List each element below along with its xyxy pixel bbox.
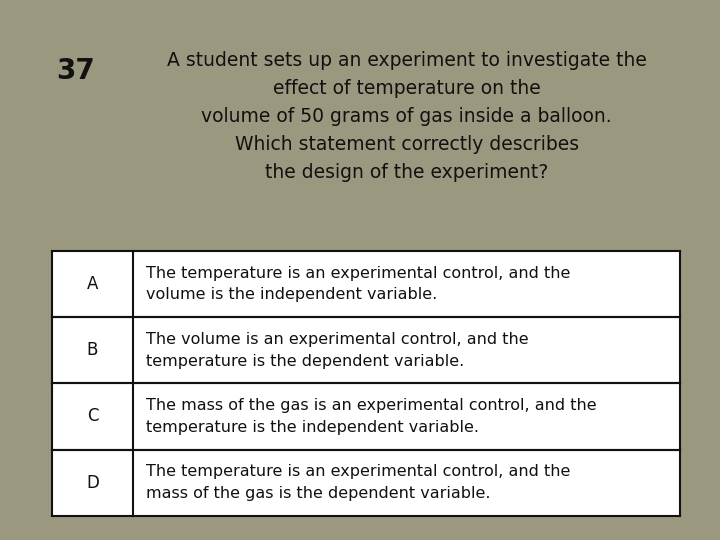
Bar: [52, 449, 680, 516]
Bar: [52, 317, 680, 383]
Text: 37: 37: [56, 57, 95, 85]
Bar: [52, 383, 680, 449]
Text: B: B: [87, 341, 98, 359]
Text: C: C: [87, 408, 98, 426]
Text: The temperature is an experimental control, and the
mass of the gas is the depen: The temperature is an experimental contr…: [146, 464, 570, 501]
Text: A student sets up an experiment to investigate the
effect of temperature on the
: A student sets up an experiment to inves…: [167, 51, 647, 183]
Text: The temperature is an experimental control, and the
volume is the independent va: The temperature is an experimental contr…: [146, 266, 570, 302]
Bar: [52, 251, 680, 317]
Text: D: D: [86, 474, 99, 491]
Text: The mass of the gas is an experimental control, and the
temperature is the indep: The mass of the gas is an experimental c…: [146, 398, 597, 435]
Text: A: A: [87, 275, 98, 293]
Text: The volume is an experimental control, and the
temperature is the dependent vari: The volume is an experimental control, a…: [146, 332, 528, 369]
